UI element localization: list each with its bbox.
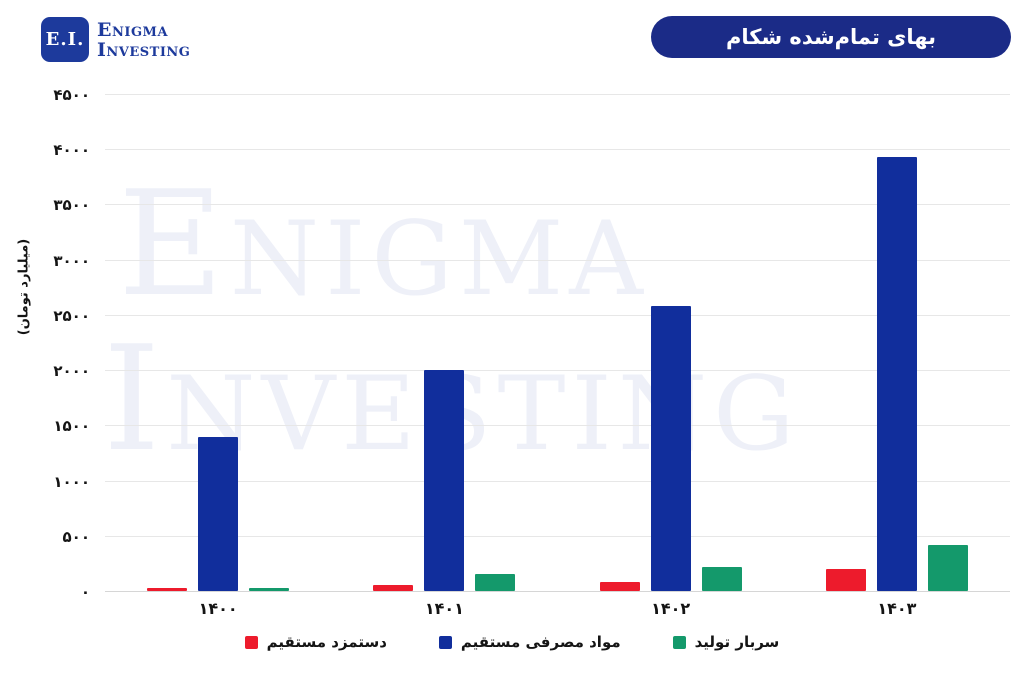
legend-swatch-direct-materials (438, 635, 452, 649)
x-tick-label-1401: ۱۴۰۱ (424, 599, 464, 618)
bar-direct-wages-1400 (147, 587, 188, 591)
bar-production-overhead-1400 (249, 588, 290, 591)
y-tick-label-3500: ۳۵۰۰ (53, 196, 90, 215)
bar-production-overhead-1401 (475, 573, 516, 591)
legend-label-production-overhead: سربار تولید (694, 633, 780, 651)
plot-area (105, 94, 1010, 592)
x-tick-label-1403: ۱۴۰۳ (877, 599, 917, 618)
y-tick-label-0: ۰ (80, 583, 90, 601)
legend-item-direct-materials: مواد مصرفی مستقیم (438, 633, 621, 651)
gridline-2500 (105, 314, 1010, 316)
gridline-2000 (105, 370, 1010, 372)
y-tick-label-1500: ۱۵۰۰ (53, 417, 90, 436)
gridline-0 (105, 591, 1010, 592)
brand-name: Enigma Investing (97, 20, 190, 60)
brand-line-2: Investing (97, 39, 191, 61)
bar-production-overhead-1403 (927, 545, 968, 591)
x-tick-label-1400: ۱۴۰۰ (198, 599, 238, 618)
y-tick-label-2000: ۲۰۰۰ (53, 362, 90, 381)
legend-label-direct-materials: مواد مصرفی مستقیم (460, 633, 621, 651)
x-tick-label-1402: ۱۴۰۲ (651, 599, 691, 618)
gridline-1500 (105, 425, 1010, 427)
gridline-500 (105, 535, 1010, 537)
header: E.I. Enigma Investing بهای تمام‌شده شکام (0, 0, 1024, 70)
legend-swatch-direct-wages (244, 635, 258, 649)
legend-item-direct-wages: دستمزد مستقیم (244, 633, 387, 651)
y-tick-label-2500: ۲۵۰۰ (53, 306, 90, 325)
bar-direct-materials-1403 (876, 156, 917, 591)
y-tick-label-3000: ۳۰۰۰ (53, 251, 90, 270)
legend-item-production-overhead: سربار تولید (672, 633, 780, 651)
legend-label-direct-wages: دستمزد مستقیم (266, 633, 387, 651)
company-logo: E.I. (41, 17, 89, 62)
y-tick-label-4000: ۴۰۰۰ (53, 141, 90, 160)
gridline-3000 (105, 259, 1010, 261)
chart-title-badge: بهای تمام‌شده شکام (651, 16, 1011, 58)
bar-direct-materials-1402 (650, 306, 691, 591)
gridline-3500 (105, 204, 1010, 206)
watermark-line-1: Enigma (118, 160, 649, 329)
gridline-4500 (105, 94, 1010, 95)
y-tick-label-1000: ۱۰۰۰ (53, 472, 90, 491)
legend: دستمزد مستقیم مواد مصرفی مستقیم سربار تو… (0, 633, 1024, 651)
bar-direct-wages-1403 (825, 568, 866, 591)
legend-swatch-production-overhead (672, 635, 686, 649)
bar-direct-wages-1401 (373, 585, 414, 591)
bar-direct-wages-1402 (599, 582, 640, 591)
x-tick-labels: ۱۴۰۰ ۱۴۰۱ ۱۴۰۲ ۱۴۰۳ (105, 599, 1010, 623)
bar-direct-materials-1401 (424, 370, 465, 591)
y-tick-labels: ۰ ۵۰۰ ۱۰۰۰ ۱۵۰۰ ۲۰۰۰ ۲۵۰۰ ۳۰۰۰ ۳۵۰۰ ۴۰۰۰ ۴۵۰۰ (40, 86, 98, 601)
y-tick-label-500: ۵۰۰ (62, 527, 90, 546)
gridline-4000 (105, 149, 1010, 151)
logo-monogram: E.I. (45, 29, 85, 50)
brand-line-1: Enigma (97, 19, 169, 41)
bar-production-overhead-1402 (701, 566, 742, 591)
y-tick-label-4500: ۴۵۰۰ (53, 86, 90, 104)
gridline-1000 (105, 480, 1010, 482)
bar-direct-materials-1400 (198, 437, 239, 591)
